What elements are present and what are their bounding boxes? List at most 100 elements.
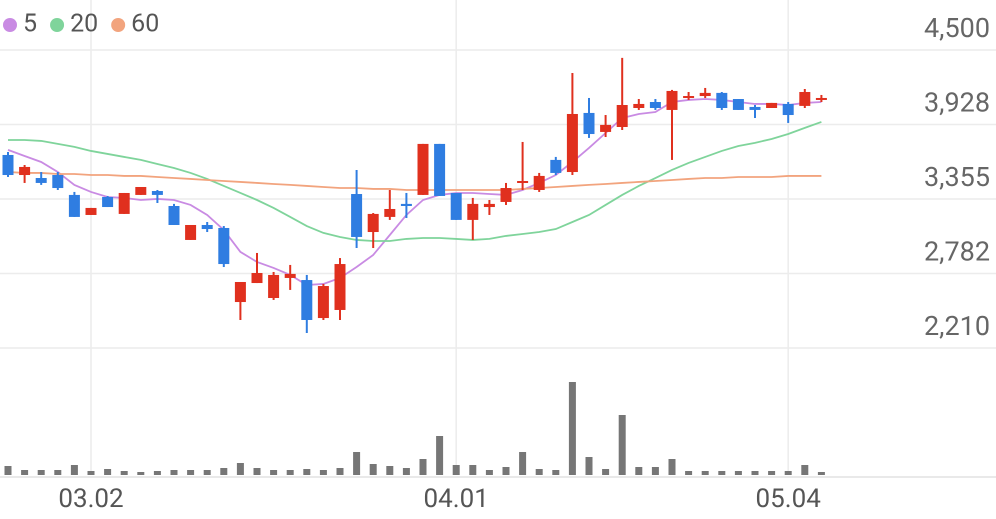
candle-body: [533, 175, 545, 190]
candle-body: [168, 205, 180, 225]
candle-body: [151, 191, 163, 195]
candle-body: [301, 280, 313, 320]
volume-bar: [170, 470, 178, 475]
candle-body: [633, 103, 645, 108]
candle-body: [683, 96, 695, 99]
y-tick-label: 3,928: [924, 87, 990, 119]
volume-bar: [54, 470, 62, 475]
volume-bar: [37, 470, 45, 475]
candle-body: [583, 112, 595, 135]
volume-bar: [668, 459, 676, 475]
candle-body: [782, 103, 794, 116]
candle-body: [749, 106, 761, 110]
candle-body: [218, 227, 230, 265]
candle-body: [600, 124, 612, 132]
candle-body: [234, 281, 246, 303]
candle-body: [699, 92, 711, 97]
candle-body: [102, 197, 114, 208]
volume-bar: [801, 465, 809, 475]
candle-body: [616, 105, 628, 127]
volume-bar: [585, 457, 593, 475]
candle-body: [517, 181, 529, 184]
volume-bar: [452, 465, 460, 475]
volume-bar: [236, 463, 244, 475]
volume-bar: [319, 470, 327, 475]
volume-bar: [286, 470, 294, 475]
volume-bar: [685, 471, 693, 475]
candle-body: [649, 102, 661, 108]
candle-body: [550, 159, 562, 173]
candle-body: [2, 154, 14, 176]
candle-body: [400, 203, 412, 206]
volume-bar: [568, 382, 576, 475]
volume-bar: [303, 469, 311, 475]
candle-body: [732, 99, 744, 110]
legend-dot: [3, 18, 17, 32]
volume-bar: [336, 468, 344, 475]
y-tick-label: 3,355: [924, 161, 990, 193]
candle-body: [384, 208, 396, 217]
legend-label: 5: [23, 10, 37, 39]
y-tick-label: 2,782: [924, 236, 990, 268]
candle-body: [85, 207, 97, 215]
candle-body: [268, 274, 280, 298]
volume-bar: [153, 471, 161, 475]
candle-body: [135, 186, 147, 195]
candle-body: [68, 194, 80, 217]
volume-bar: [784, 471, 792, 475]
volume-bar: [602, 469, 610, 475]
volume-bar: [768, 471, 776, 475]
candle-body: [334, 264, 346, 310]
x-tick-label: 03.02: [58, 484, 123, 514]
candle-body: [483, 203, 495, 208]
candle-body: [500, 188, 512, 202]
candle-body: [450, 192, 462, 220]
volume-bar: [120, 471, 128, 475]
volume-bar: [552, 470, 560, 475]
y-tick-label: 4,500: [924, 12, 990, 44]
x-tick-label: 05.04: [756, 484, 822, 514]
legend-dot: [50, 18, 65, 32]
legend-label: 20: [70, 10, 98, 39]
legend-label: 60: [131, 10, 159, 39]
candle-body: [467, 203, 479, 220]
volume-bar: [751, 471, 759, 475]
volume-bar: [253, 468, 261, 475]
volume-bar: [419, 459, 427, 475]
volume-bar: [104, 469, 112, 475]
candle-body: [434, 143, 446, 196]
volume-bar: [87, 471, 95, 475]
volume-bar: [203, 470, 211, 475]
candle-body: [201, 224, 213, 230]
candle-body: [815, 97, 827, 100]
volume-bar: [618, 415, 626, 475]
candle-body: [251, 273, 263, 284]
volume-bar: [535, 469, 543, 475]
volume-bar: [21, 470, 29, 475]
y-tick-label: 2,210: [924, 310, 990, 342]
volume-bar: [353, 452, 361, 475]
volume-bar: [651, 467, 659, 475]
candle-body: [566, 113, 578, 173]
volume-bar: [402, 468, 410, 475]
x-tick-label: 04.01: [424, 484, 489, 514]
candle-body: [367, 213, 379, 233]
volume-bar: [70, 465, 78, 475]
volume-bar: [270, 470, 278, 475]
candle-body: [716, 92, 728, 108]
volume-bar: [734, 471, 742, 475]
volume-bar: [220, 468, 228, 475]
volume-bar: [817, 472, 825, 475]
volume-bar: [635, 467, 643, 475]
volume-bar: [519, 452, 527, 475]
volume-bar: [187, 470, 195, 475]
volume-bar: [436, 436, 444, 475]
volume-bar: [701, 471, 709, 475]
candle-body: [417, 143, 429, 195]
candle-body: [351, 194, 363, 237]
candle-body: [185, 224, 197, 240]
ma-line: [7, 171, 822, 191]
volume-bar: [386, 466, 394, 475]
candle-body: [19, 166, 31, 176]
